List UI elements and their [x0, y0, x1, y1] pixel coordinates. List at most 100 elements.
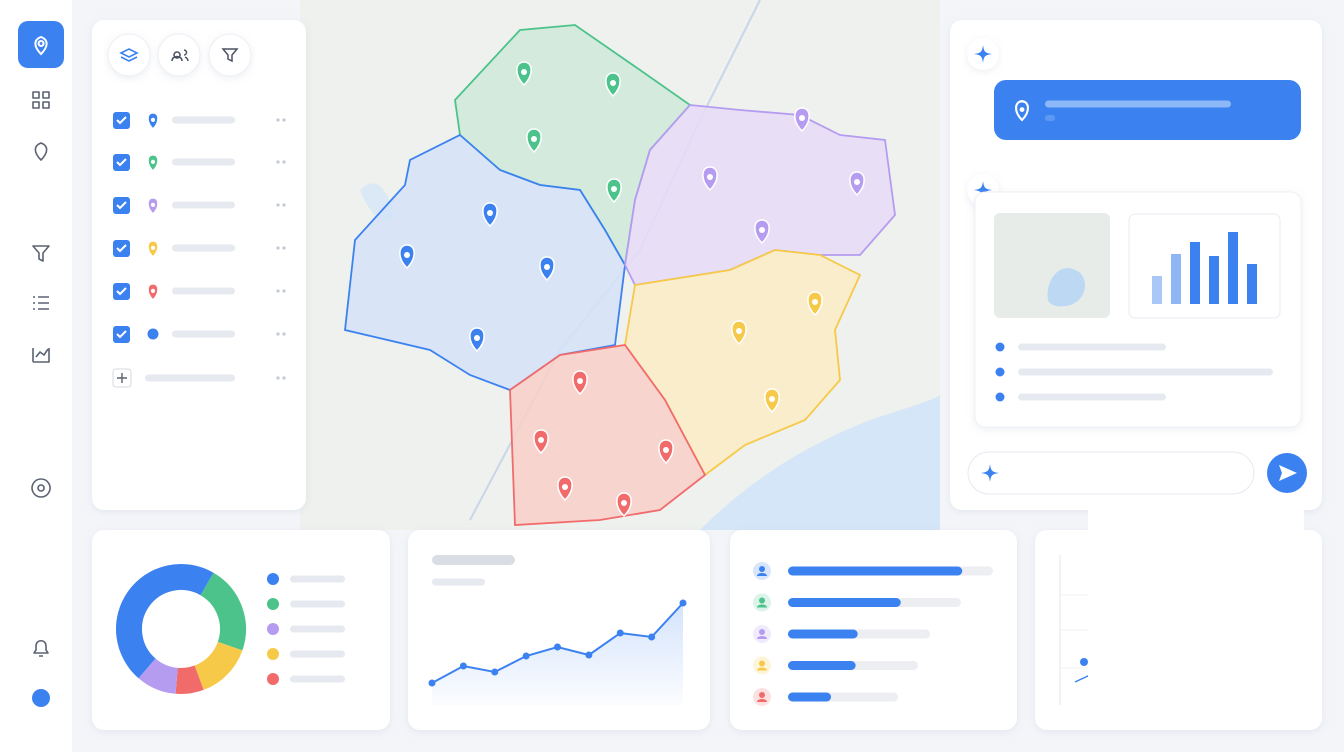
layer-menu[interactable]: [276, 289, 280, 293]
rank-bar: [788, 598, 901, 607]
layer-pin-dot: [150, 159, 156, 164]
rank-avatar-body: [757, 573, 767, 576]
thumbnail-bar: [1247, 264, 1257, 304]
bullet: [995, 367, 1005, 377]
check-mark: [116, 201, 127, 210]
trend-point: [522, 652, 530, 660]
layer-menu[interactable]: [276, 118, 280, 122]
rank-bar: [788, 661, 856, 670]
check-mark: [116, 287, 127, 296]
bullet-placeholder: [1018, 368, 1273, 376]
map-pin-dot: [404, 252, 410, 258]
donut-segment: [116, 564, 214, 679]
bullet-placeholder: [1018, 343, 1166, 351]
layer-name-placeholder: [172, 158, 235, 166]
rank-avatar-head: [759, 566, 765, 572]
layer-menu[interactable]: [282, 118, 286, 122]
thumbnail-bar: [1171, 254, 1181, 304]
sidebar: [0, 0, 72, 752]
nav-notifications[interactable]: [33, 639, 49, 657]
nav-analytics[interactable]: [32, 348, 50, 363]
legend-placeholder: [290, 575, 345, 583]
legend-dot: [267, 648, 279, 660]
rank-avatar-body: [757, 604, 767, 608]
layer-menu[interactable]: [276, 160, 280, 164]
check-mark: [116, 158, 127, 167]
nav-filter[interactable]: [32, 245, 50, 262]
chat-input[interactable]: [967, 451, 1255, 495]
rank-avatar-body: [757, 667, 767, 671]
nav-settings[interactable]: [31, 478, 51, 498]
input-sparkle: [981, 464, 999, 482]
map-pin-dot: [799, 115, 805, 121]
nav-avatar[interactable]: [32, 689, 50, 707]
trend-area: [432, 603, 683, 705]
assistant-icon: [974, 181, 992, 199]
check-mark: [116, 244, 127, 253]
map-pin-dot: [759, 227, 765, 233]
layer-menu[interactable]: [282, 246, 286, 250]
bullet: [995, 392, 1005, 402]
rank-bar: [788, 629, 858, 639]
filter-button[interactable]: [208, 33, 252, 77]
legend-dot: [267, 573, 279, 585]
groups-button[interactable]: [157, 33, 201, 77]
plus-icon: [117, 373, 127, 383]
map-pin-dot: [562, 484, 568, 490]
map-pin-dot: [663, 447, 669, 453]
layer-menu[interactable]: [282, 332, 286, 336]
thumbnail-bar: [1228, 232, 1238, 304]
map-pin-dot: [621, 500, 627, 506]
map-pin-dot: [707, 174, 713, 180]
legend-placeholder: [290, 625, 345, 633]
trend-point: [648, 633, 656, 641]
layer-menu[interactable]: [282, 203, 286, 207]
trend-point: [616, 629, 624, 637]
map-pin-dot: [611, 186, 617, 192]
trend-title-placeholder: [432, 555, 515, 565]
thumbnail-bar: [1190, 242, 1200, 304]
check-mark: [116, 330, 127, 339]
nav-grid[interactable]: [32, 91, 50, 109]
map-pin-dot: [854, 179, 860, 185]
trend-point: [491, 668, 499, 676]
layer-name-placeholder: [172, 116, 235, 124]
rank-bar: [788, 566, 963, 576]
check-mark: [116, 116, 127, 125]
nav-home[interactable]: [18, 21, 64, 68]
layer-pin-dot: [150, 117, 156, 122]
message-pin-dot: [1019, 107, 1025, 112]
bullet-placeholder: [1018, 393, 1166, 401]
groups-icon: [171, 49, 189, 62]
message-pin-outline: [1015, 99, 1029, 122]
thumbnail-water: [1047, 268, 1086, 307]
layer-menu[interactable]: [282, 160, 286, 164]
layer-menu[interactable]: [276, 246, 280, 250]
legend-dot: [267, 598, 279, 610]
nav-list[interactable]: [33, 296, 49, 310]
layers-icon: [119, 48, 139, 62]
trend-subtitle-placeholder: [432, 578, 485, 586]
rank-avatar-head: [759, 660, 765, 667]
map-pin-dot: [487, 210, 493, 216]
extra-overlay: [1088, 510, 1304, 730]
map-pin-dot: [769, 396, 775, 402]
layer-menu[interactable]: [276, 203, 280, 207]
donut-segment: [193, 641, 243, 690]
layer-menu[interactable]: [276, 332, 280, 336]
donut-segment: [199, 572, 246, 651]
message-placeholder: [1045, 100, 1231, 108]
layer-dot: [147, 328, 159, 340]
layers-button[interactable]: [107, 33, 151, 77]
map-pin-dot: [544, 264, 550, 270]
bullet: [995, 342, 1005, 352]
map-pin-dot: [736, 328, 742, 334]
map-pin-dot: [474, 335, 480, 341]
map-pin-dot: [538, 437, 544, 443]
map-pin-dot: [531, 136, 537, 142]
layer-menu[interactable]: [282, 289, 286, 293]
legend-dot: [267, 673, 279, 685]
nav-location[interactable]: [34, 142, 48, 161]
